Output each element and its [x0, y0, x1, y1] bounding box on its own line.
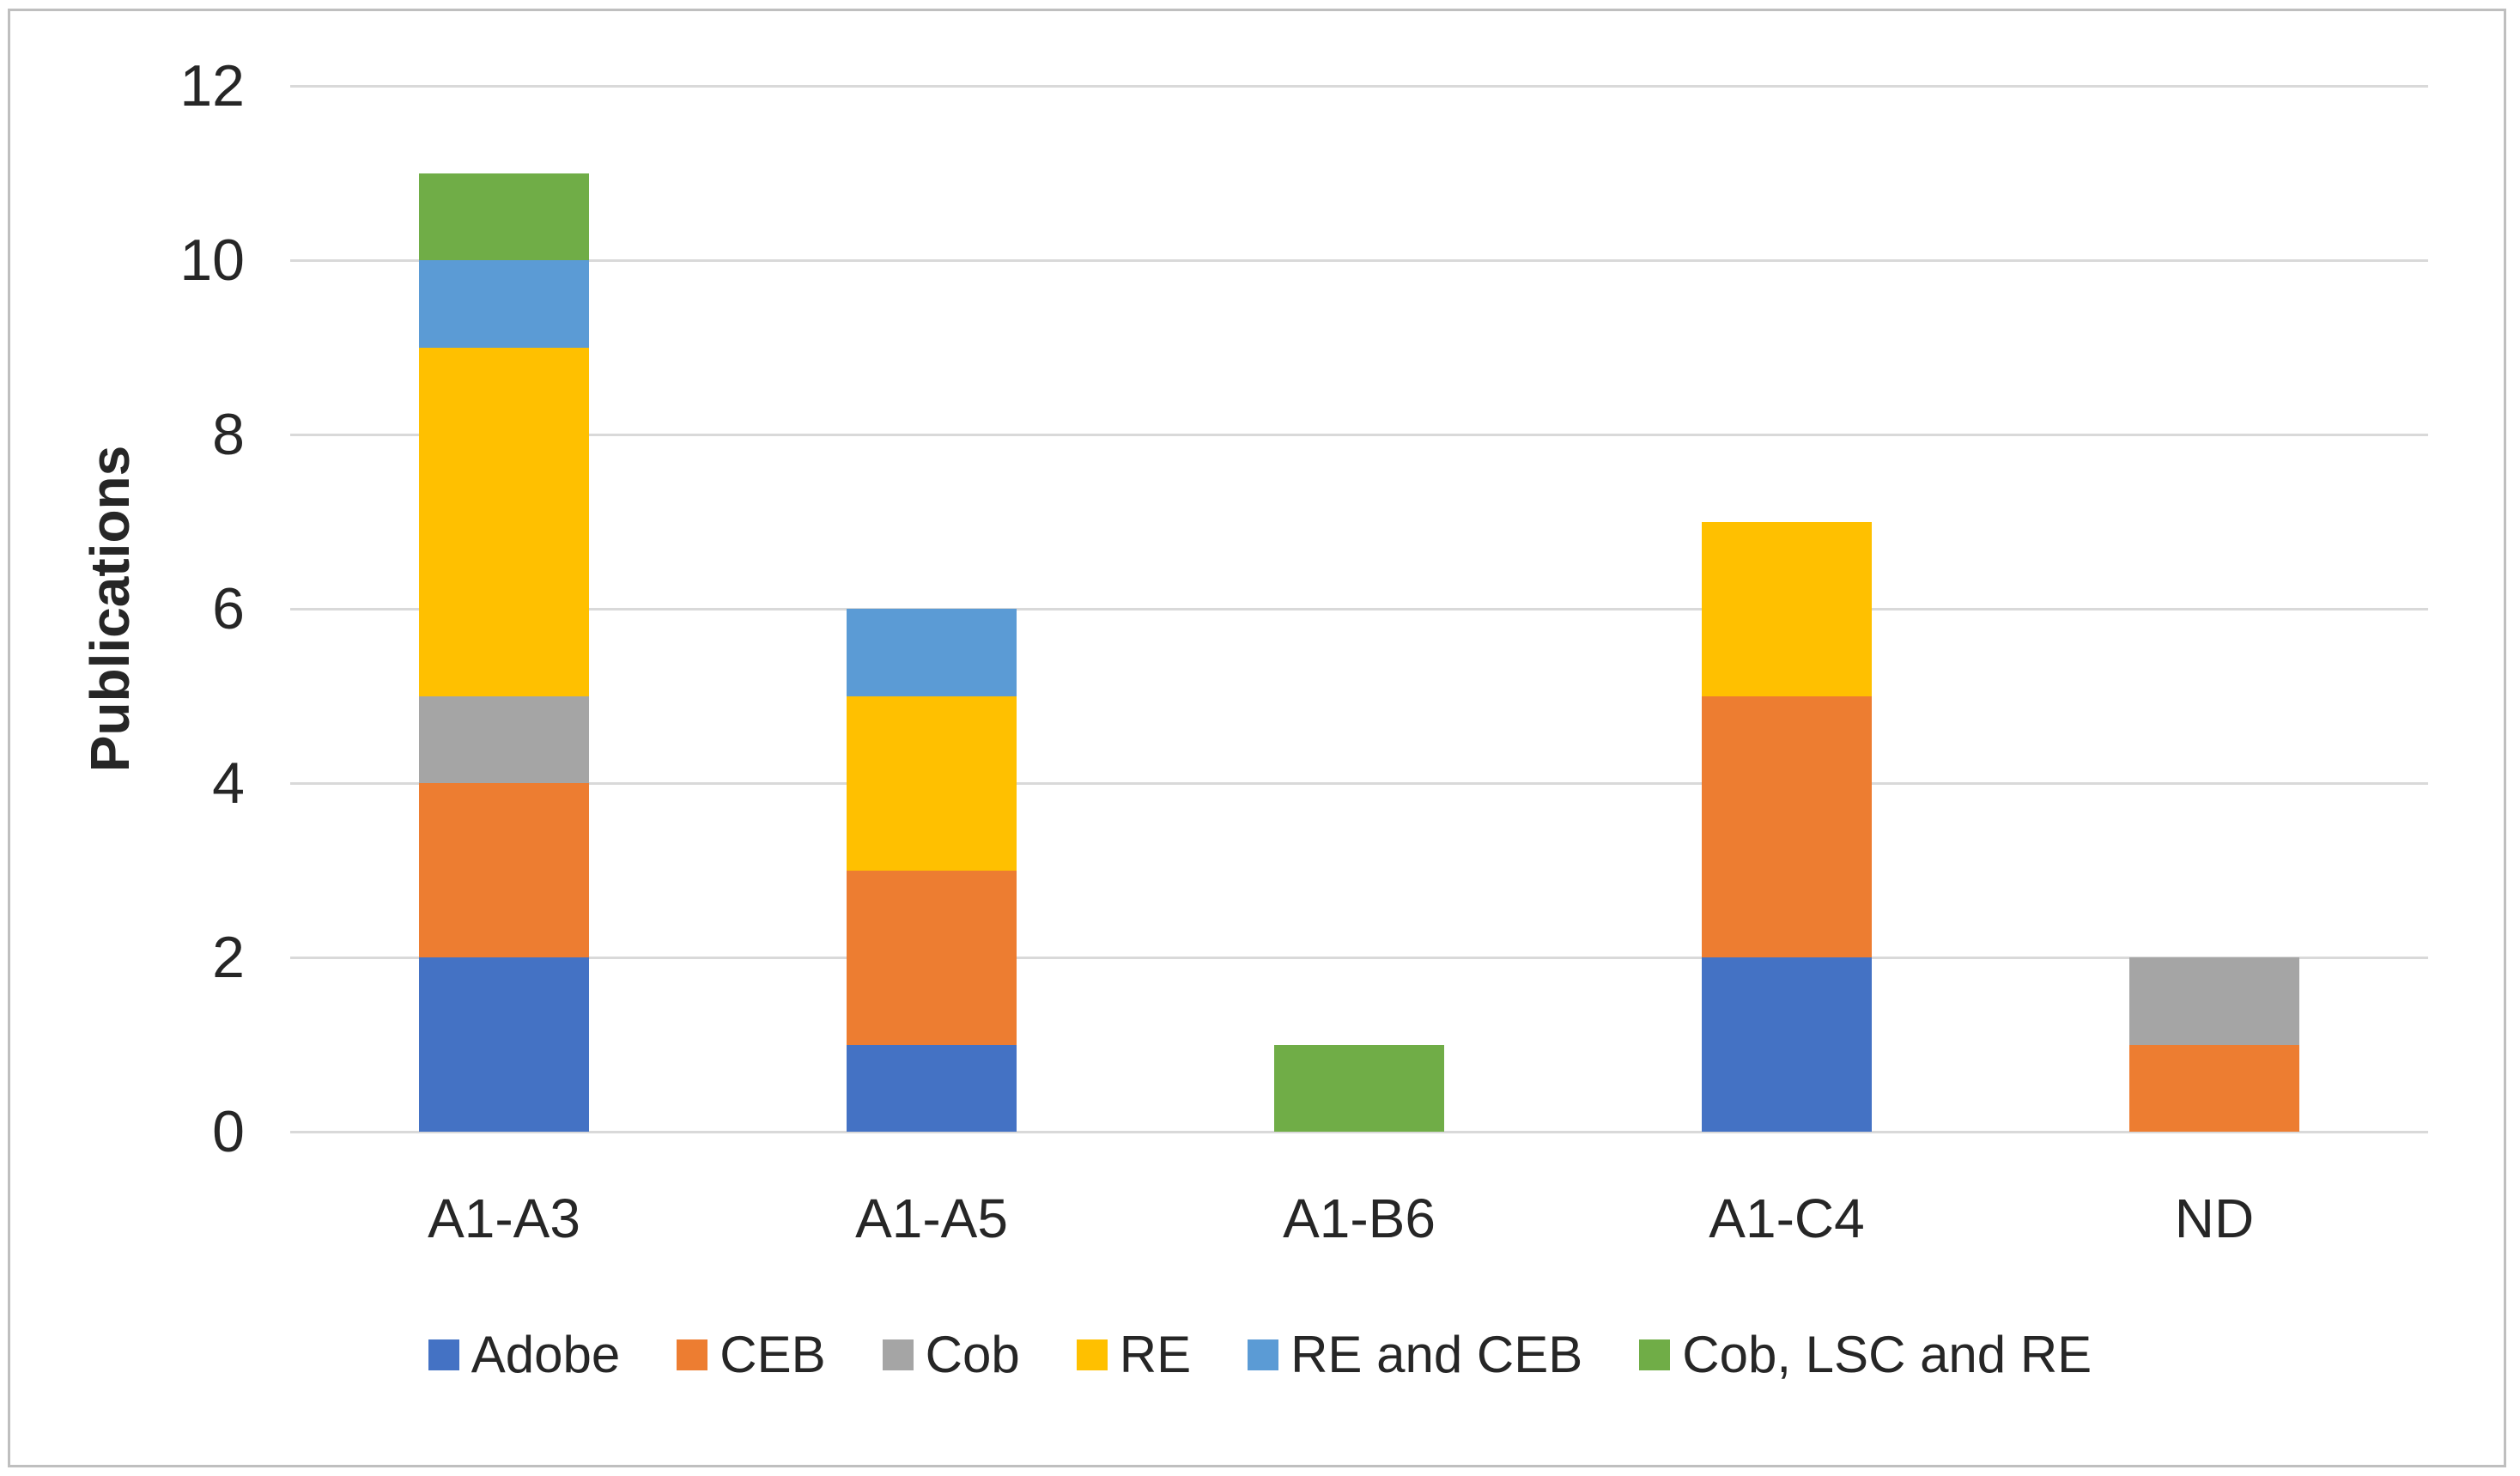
x-label-A1-A3: A1-A3 [428, 1187, 580, 1249]
legend-label: Cob, LSC and RE [1682, 1326, 2092, 1383]
legend-swatch-icon [1639, 1339, 1671, 1370]
x-label-ND: ND [2174, 1187, 2255, 1249]
y-tick-label-2: 2 [212, 925, 245, 990]
legend-item-RE: RE [1076, 1326, 1192, 1383]
bar-segment-A1-A3-Adobe [419, 957, 589, 1132]
legend-swatch-icon [677, 1339, 708, 1370]
y-tick-label-4: 4 [212, 750, 245, 816]
legend-item-CEB: CEB [677, 1326, 826, 1383]
legend-label: Adobe [471, 1326, 621, 1383]
bar-segment-ND-CEB [2129, 1044, 2299, 1132]
legend-swatch-icon [1076, 1339, 1108, 1370]
bar-segment-A1-A3-RE and CEB [419, 260, 589, 348]
y-tick-label-0: 0 [212, 1099, 245, 1164]
bar-segment-A1-A3-CEB [419, 783, 589, 957]
legend-item-Cob: Cob [882, 1326, 1020, 1383]
legend-label: Cob [925, 1326, 1020, 1383]
bar-segment-A1-A3-Cob [419, 695, 589, 783]
gridline-y-4 [290, 781, 2428, 785]
bar-segment-A1-A5-Adobe [847, 1044, 1017, 1132]
legend-item-Cob, LSC and RE: Cob, LSC and RE [1639, 1329, 2092, 1381]
gridline-y-6 [290, 607, 2428, 610]
x-label-A1-C4: A1-C4 [1709, 1187, 1865, 1249]
bar-A1-A3 [419, 173, 589, 1132]
bar-segment-A1-B6-Cob, LSC and RE [1274, 1044, 1444, 1132]
y-axis-tick-labels: 0 2 4 6 8 10 12 [0, 0, 245, 1476]
legend-swatch-icon [1248, 1339, 1279, 1370]
legend-label: CEB [720, 1326, 826, 1383]
legend-item-Adobe: Adobe [428, 1326, 621, 1383]
bar-A1-A5 [847, 609, 1017, 1132]
bar-segment-A1-A5-RE [847, 695, 1017, 871]
bar-segment-A1-C4-Adobe [1702, 957, 1872, 1132]
gridline-y-2 [290, 956, 2428, 959]
plot-area [290, 84, 2428, 1133]
gridline-y-0 [290, 1130, 2428, 1133]
bar-segment-ND-Cob [2129, 957, 2299, 1045]
bar-A1-B6 [1274, 1044, 1444, 1132]
gridline-y-12 [290, 84, 2428, 88]
gridline-y-8 [290, 433, 2428, 436]
bar-segment-A1-A3-Cob, LSC and RE [419, 173, 589, 260]
bar-A1-C4 [1702, 521, 1872, 1132]
y-tick-label-10: 10 [179, 228, 245, 293]
legend-label: RE [1119, 1326, 1192, 1383]
bar-segment-A1-A3-RE [419, 347, 589, 696]
y-tick-label-8: 8 [212, 402, 245, 467]
legend-label: RE and CEB [1290, 1326, 1583, 1383]
legend-item-RE and CEB: RE and CEB [1248, 1329, 1582, 1381]
gridline-y-10 [290, 258, 2428, 262]
legend-swatch-icon [882, 1339, 914, 1370]
legend: Adobe CEB Cob RE RE and CEB Cob, LSC and RE [0, 1329, 2520, 1381]
legend-swatch-icon [428, 1339, 459, 1370]
bar-segment-A1-C4-CEB [1702, 695, 1872, 957]
bar-ND [2129, 957, 2299, 1132]
bar-segment-A1-A5-RE and CEB [847, 609, 1017, 696]
y-tick-label-12: 12 [179, 53, 245, 118]
x-label-A1-B6: A1-B6 [1283, 1187, 1436, 1249]
bar-segment-A1-A5-CEB [847, 870, 1017, 1045]
y-tick-label-6: 6 [212, 576, 245, 641]
x-label-A1-A5: A1-A5 [855, 1187, 1008, 1249]
bar-segment-A1-C4-RE [1702, 521, 1872, 696]
x-axis-category-labels: A1-A3 A1-A5 A1-B6 A1-C4 ND [290, 1187, 2428, 1255]
